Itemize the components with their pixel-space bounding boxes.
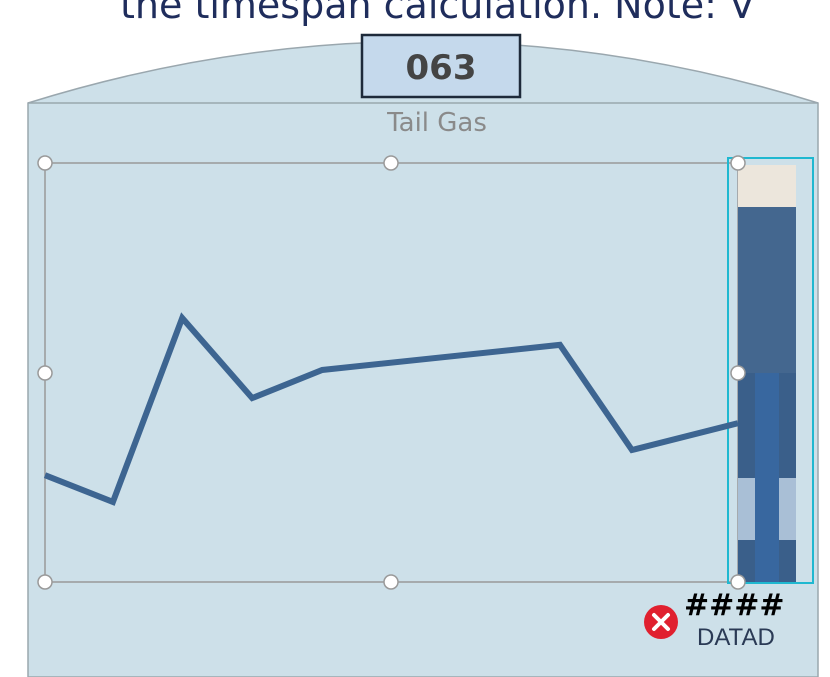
handle[interactable]	[37, 365, 53, 381]
trend-line	[43, 312, 739, 506]
level-bar	[738, 165, 796, 582]
handle[interactable]	[730, 155, 746, 171]
handle[interactable]	[37, 155, 53, 171]
caption: the timespan calculation. Note: V	[120, 0, 755, 27]
tag-box	[360, 33, 522, 99]
level-empty	[738, 165, 796, 207]
level-patch	[738, 478, 755, 540]
handle[interactable]	[730, 574, 746, 590]
selection	[727, 157, 814, 584]
tag: 063	[406, 48, 477, 88]
status-value: ####	[684, 588, 785, 623]
error-icon	[644, 605, 678, 639]
handles	[37, 155, 746, 590]
handle[interactable]	[730, 365, 746, 381]
label: Tail Gas	[386, 108, 487, 138]
error-cross	[652, 613, 670, 631]
level-patch	[779, 478, 796, 540]
handle[interactable]	[37, 574, 53, 590]
handle[interactable]	[383, 155, 399, 171]
level-core	[755, 373, 779, 582]
handle[interactable]	[383, 574, 399, 590]
status-quality: DATAD	[697, 624, 775, 651]
